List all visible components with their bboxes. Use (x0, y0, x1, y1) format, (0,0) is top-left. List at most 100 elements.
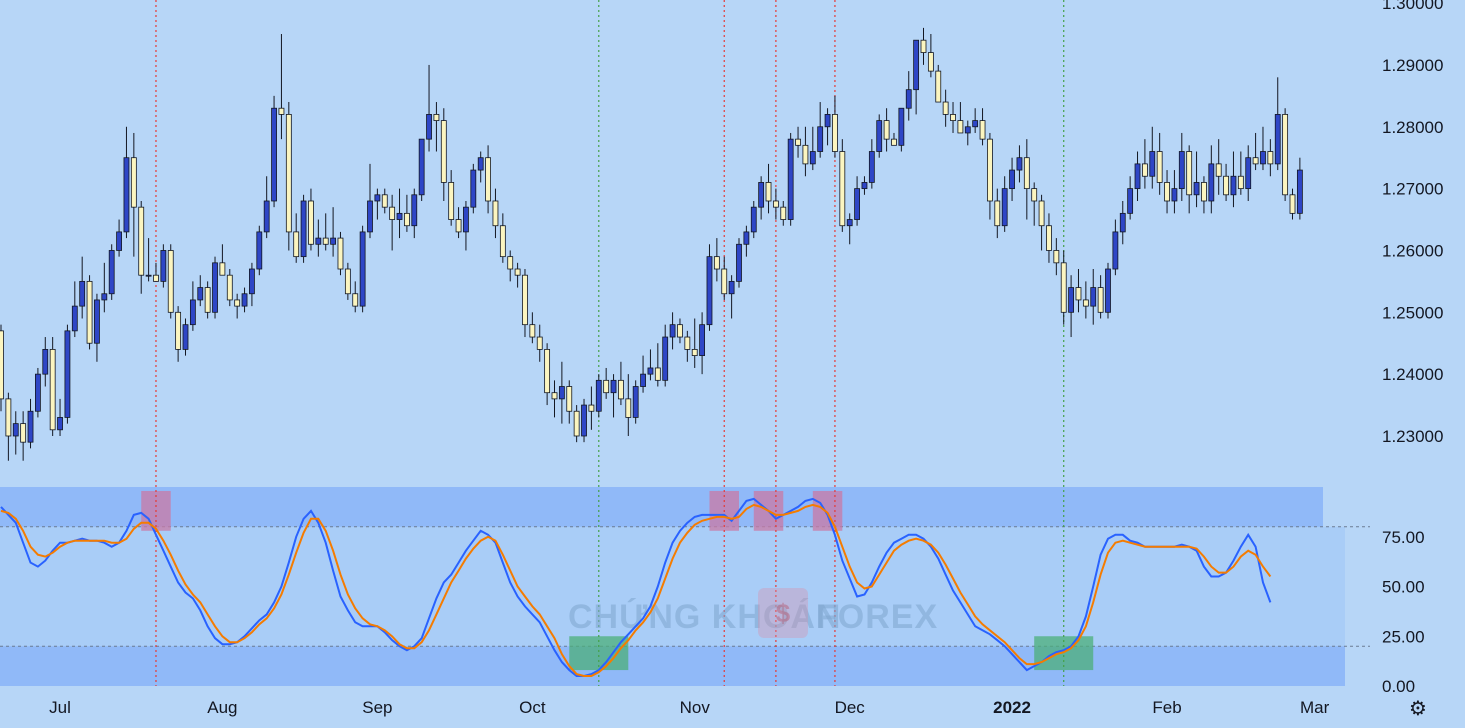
candle (1201, 176, 1207, 214)
candle (1156, 132, 1163, 195)
candle (1274, 77, 1281, 171)
candle-body-down (935, 70, 942, 103)
candle-body-up (809, 151, 816, 165)
oscillator-mid-zone (0, 526, 1345, 647)
candle (94, 293, 100, 362)
candle (418, 138, 425, 201)
candle (846, 213, 853, 245)
candle (669, 312, 676, 350)
candle-body-down (440, 120, 447, 183)
candle-body-down (551, 392, 558, 400)
candle (1127, 176, 1134, 220)
time-tick-label: 2022 (993, 698, 1031, 717)
candle-body-up (396, 212, 403, 220)
candle-body-up (189, 299, 196, 326)
candle (876, 114, 883, 158)
candle-body-down (433, 114, 440, 121)
price-tick-label: 1.26000 (1382, 241, 1443, 260)
time-tick-label: Jul (49, 698, 71, 717)
candle (1060, 250, 1067, 325)
candle-body-up (359, 231, 366, 307)
candle-body-down (927, 52, 934, 72)
candle-body-down (352, 293, 359, 307)
candle (344, 262, 351, 300)
candle (138, 200, 145, 294)
gear-icon[interactable]: ⚙ (1409, 697, 1427, 720)
candle-body-up (706, 256, 713, 326)
candle (448, 170, 455, 226)
candle-body-up (1296, 169, 1303, 214)
candle-body-down (0, 330, 4, 400)
candle-body-down (1237, 175, 1244, 190)
candle-body-up (868, 151, 875, 183)
sell-signal-box (812, 490, 843, 531)
candle (684, 330, 691, 362)
candle-body-up (57, 417, 63, 431)
time-tick-label: Feb (1152, 698, 1181, 717)
settings-button[interactable]: ⚙ (1406, 696, 1430, 720)
candle-body-up (145, 274, 152, 277)
candle-body-up (315, 237, 322, 245)
candle (263, 176, 270, 239)
candle-body-down (322, 237, 329, 245)
candle (1001, 176, 1008, 232)
candle (396, 188, 403, 239)
candle (381, 188, 388, 214)
candle (411, 188, 418, 239)
candle (979, 108, 986, 146)
candle-body-up (972, 120, 979, 128)
candle-body-up (241, 293, 248, 307)
candle (957, 102, 964, 134)
candle-body-down (448, 182, 455, 220)
candle-body-down (654, 367, 661, 381)
candle-body-down (529, 324, 536, 338)
candle (278, 34, 285, 140)
candle (367, 163, 373, 239)
candle (27, 398, 34, 449)
candle-body-down (883, 120, 890, 140)
oscillator-lines (0, 497, 1272, 677)
candle (551, 380, 558, 418)
candle (750, 200, 757, 239)
candle-body-up (846, 219, 853, 227)
price-axis: 1.30000 1.29000 1.28000 1.27000 1.26000 1.250… (1382, 0, 1443, 446)
candle (824, 108, 831, 146)
candle (1289, 188, 1296, 220)
candle (721, 256, 728, 300)
time-tick-label: Nov (680, 698, 711, 717)
oscillator-background (0, 487, 1370, 686)
candle-body-down (485, 157, 491, 202)
candle-body-up (79, 280, 86, 307)
candle (713, 238, 720, 282)
candle-body-up (197, 287, 204, 301)
candle-body-up (1105, 268, 1111, 313)
candle (736, 238, 742, 288)
candle-body-down (1031, 188, 1038, 202)
candle-body-up (108, 250, 115, 295)
signal-lines (155, 0, 1065, 686)
candle (913, 39, 920, 115)
candle (758, 176, 765, 220)
candle (780, 200, 787, 226)
candle-body-down (219, 262, 226, 276)
candle (898, 107, 905, 152)
candle-body-up (1149, 151, 1156, 177)
candle-body-down (1060, 262, 1067, 313)
candle-body-up (1171, 188, 1178, 202)
candle-body-down (950, 114, 956, 121)
candle-body-down (677, 324, 683, 338)
candle (249, 262, 255, 307)
candle-body-down (891, 138, 897, 146)
candle-body-up (1274, 114, 1281, 165)
candle (1105, 262, 1111, 319)
candle-body-up (898, 107, 905, 146)
candle (234, 293, 241, 319)
candle-body-down (942, 101, 949, 115)
candle-body-down (344, 268, 351, 295)
candle-body-down (802, 144, 809, 165)
candle (116, 219, 122, 257)
candle-body-down (285, 114, 292, 233)
candle-body-up (758, 182, 765, 208)
